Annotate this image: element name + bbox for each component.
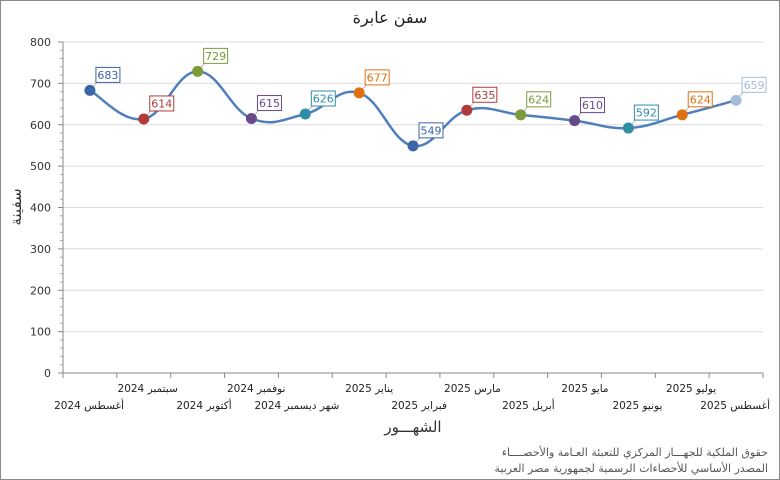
data-label-box bbox=[364, 69, 390, 86]
data-label-box bbox=[149, 95, 175, 112]
y-tick-label: 700 bbox=[30, 77, 51, 90]
x-tick-label: يوليو 2025 bbox=[666, 383, 716, 395]
data-label: 592 bbox=[636, 107, 657, 120]
x-tick-label: أبريل 2025 bbox=[502, 398, 555, 412]
data-label-box bbox=[687, 91, 713, 108]
data-label: 624 bbox=[690, 93, 711, 106]
x-tick-label: نوفمبر 2024 bbox=[227, 383, 285, 395]
x-tick-label: يناير 2025 bbox=[345, 383, 393, 395]
data-label: 610 bbox=[582, 99, 603, 112]
data-label: 614 bbox=[151, 97, 172, 110]
data-point bbox=[407, 140, 419, 152]
data-point bbox=[730, 94, 742, 106]
data-label-box bbox=[472, 86, 498, 103]
x-tick-label: مارس 2025 bbox=[444, 383, 501, 395]
chart-title: سفن عابرة bbox=[353, 8, 428, 28]
data-label: 549 bbox=[421, 124, 442, 137]
data-label: 683 bbox=[97, 69, 118, 82]
y-tick-label: 500 bbox=[30, 160, 51, 173]
data-label-box bbox=[633, 104, 659, 121]
data-label-box bbox=[95, 66, 121, 83]
data-point bbox=[461, 104, 473, 116]
x-tick-label: يونيو 2025 bbox=[612, 400, 662, 412]
data-label: 626 bbox=[313, 92, 334, 105]
x-axis-title: الشهـــور bbox=[383, 418, 441, 436]
data-point bbox=[245, 113, 257, 125]
y-tick-label: 800 bbox=[30, 36, 51, 49]
data-point bbox=[622, 122, 634, 134]
footer-source: المصدر الأساسي للأحصاءات الرسمية لجمهوري… bbox=[494, 461, 768, 475]
data-label: 615 bbox=[259, 97, 280, 110]
x-tick-label: مايو 2025 bbox=[561, 383, 608, 395]
x-tick-label: شهر ديسمبر 2024 bbox=[254, 400, 339, 412]
x-tick-label: أغسطس 2024 bbox=[54, 398, 124, 412]
data-label: 624 bbox=[528, 93, 549, 106]
x-tick-label: فبراير 2025 bbox=[391, 400, 447, 412]
data-label: 729 bbox=[205, 50, 226, 63]
y-axis-title: سفينة bbox=[7, 188, 25, 225]
data-label: 659 bbox=[744, 79, 765, 92]
data-label-box bbox=[256, 95, 282, 112]
data-label-box bbox=[526, 91, 552, 108]
data-label-box bbox=[580, 97, 606, 114]
data-point bbox=[192, 65, 204, 77]
data-label: 635 bbox=[474, 89, 495, 102]
data-label-box bbox=[418, 122, 444, 139]
data-label-box bbox=[203, 47, 229, 64]
data-point bbox=[569, 115, 581, 127]
y-tick-label: 400 bbox=[30, 202, 51, 215]
x-tick-label: أغسطس 2025 bbox=[700, 398, 770, 412]
data-label-box bbox=[741, 76, 767, 93]
y-tick-label: 600 bbox=[30, 119, 51, 132]
y-tick-label: 300 bbox=[30, 243, 51, 256]
data-label: 677 bbox=[367, 71, 388, 84]
x-tick-label: سبتمبر 2024 bbox=[118, 383, 178, 395]
data-point bbox=[676, 109, 688, 121]
data-label-box bbox=[310, 90, 336, 107]
y-tick-label: 200 bbox=[30, 284, 51, 297]
x-tick-label: أكتوبر 2024 bbox=[176, 398, 231, 412]
y-tick-label: 0 bbox=[44, 367, 51, 380]
data-point bbox=[299, 108, 311, 120]
data-point bbox=[138, 113, 150, 125]
y-tick-label: 100 bbox=[30, 326, 51, 339]
data-point bbox=[353, 87, 365, 99]
footer-copyright: حقوق الملكية للجهـــاز المركزي للتعبئة ا… bbox=[502, 445, 768, 459]
data-point bbox=[84, 84, 96, 96]
data-point bbox=[515, 109, 527, 121]
